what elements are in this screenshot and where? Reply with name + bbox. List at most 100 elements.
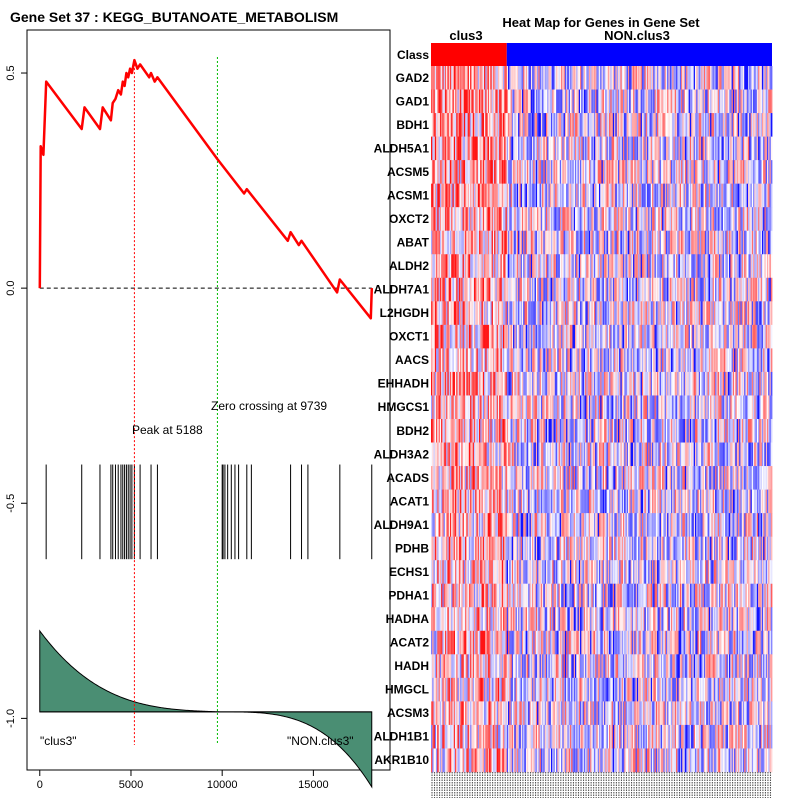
- heatmap-cell: [472, 442, 475, 467]
- heatmap-cell: [630, 348, 633, 373]
- heatmap-cell: [511, 136, 514, 161]
- heatmap-cell: [670, 230, 673, 255]
- heatmap-cell: [665, 254, 668, 279]
- heatmap-cell: [598, 301, 601, 326]
- heatmap-cell: [485, 113, 487, 137]
- heatmap-cell: [528, 207, 530, 232]
- heatmap-cell: [708, 395, 711, 420]
- heatmap-cell: [513, 207, 515, 232]
- heatmap-cell: [684, 89, 687, 114]
- heatmap-cell: [643, 207, 645, 232]
- heatmap-cell: [573, 348, 576, 373]
- heatmap-cell: [480, 254, 482, 279]
- heatmap-cell: [518, 136, 520, 161]
- heatmap-cell: [731, 419, 734, 443]
- heatmap-cell: [745, 89, 748, 114]
- heatmap-cell: [663, 254, 666, 279]
- heatmap-cell: [491, 395, 494, 420]
- heatmap-cell: [587, 419, 590, 443]
- heatmap-cell: [659, 183, 662, 208]
- heatmap-cell: [585, 183, 587, 208]
- heatmap-cell: [433, 160, 436, 185]
- heatmap-cell: [592, 113, 595, 137]
- heatmap-cell: [610, 113, 612, 137]
- heatmap-cell: [659, 89, 662, 114]
- heatmap-cell: [535, 348, 538, 373]
- heatmap-cell: [480, 113, 482, 137]
- heatmap-cell: [742, 230, 745, 255]
- heatmap-cell: [748, 277, 750, 302]
- heatmap-cell: [577, 89, 580, 114]
- heatmap-cell: [590, 160, 592, 185]
- heatmap-cell: [700, 160, 702, 185]
- heatmap-cell: [729, 395, 731, 420]
- heatmap-cell: [598, 466, 601, 490]
- heatmap-cell: [748, 136, 750, 161]
- heatmap-cell: [550, 371, 553, 396]
- heatmap-cell: [746, 466, 749, 490]
- heatmap-cell: [625, 419, 628, 443]
- heatmap-cell: [514, 207, 517, 232]
- heatmap-cell: [573, 371, 576, 396]
- heatmap-cell: [487, 136, 490, 161]
- heatmap-cell: [524, 136, 527, 161]
- heatmap-cell: [583, 348, 586, 373]
- heatmap-cell: [470, 136, 472, 161]
- heatmap-cell: [770, 348, 773, 373]
- heatmap-cell: [650, 371, 653, 396]
- heatmap-cell: [586, 324, 588, 349]
- heatmap-cell: [485, 324, 487, 349]
- heatmap-cell: [591, 113, 594, 137]
- heatmap-cell: [542, 371, 544, 396]
- heatmap-cell: [583, 136, 586, 161]
- heatmap-cell: [495, 489, 498, 514]
- heatmap-cell: [567, 230, 570, 255]
- heatmap-cell: [696, 160, 698, 185]
- heatmap-cell: [759, 89, 762, 114]
- heatmap-cell: [635, 395, 638, 420]
- heatmap-cell: [437, 66, 439, 90]
- heatmap-cell: [545, 160, 548, 185]
- heatmap-cell: [471, 113, 474, 137]
- heatmap-cell: [528, 136, 530, 161]
- heatmap-cell: [500, 113, 503, 137]
- heatmap-cell: [621, 160, 624, 185]
- heatmap-cell: [439, 466, 442, 490]
- heatmap-cell: [665, 466, 668, 490]
- heatmap-cell: [626, 89, 629, 114]
- heatmap-cell: [542, 207, 544, 232]
- heatmap-cell: [480, 136, 482, 161]
- heatmap-cell: [658, 254, 660, 279]
- heatmap-cell: [718, 113, 721, 137]
- heatmap-cell: [707, 207, 710, 232]
- heatmap-cell: [609, 207, 611, 232]
- heatmap-cell: [650, 113, 653, 137]
- heatmap-cell: [711, 160, 714, 185]
- heatmap-cell: [481, 442, 484, 467]
- heatmap-cell: [495, 66, 498, 90]
- heatmap-cell: [659, 371, 662, 396]
- heatmap-cell: [534, 160, 537, 185]
- heatmap-cell: [494, 489, 496, 514]
- heatmap-cell: [475, 489, 477, 514]
- heatmap-cell: [638, 183, 640, 208]
- heatmap-cell: [770, 395, 773, 420]
- heatmap-cell: [485, 277, 487, 302]
- heatmap-cell: [682, 66, 684, 90]
- heatmap-cell: [710, 277, 712, 302]
- heatmap-cell: [721, 442, 724, 467]
- heatmap-cell: [596, 89, 599, 114]
- heatmap-cell: [566, 113, 568, 137]
- heatmap-cell: [468, 66, 471, 90]
- heatmap-cell: [475, 113, 477, 137]
- heatmap-cell: [754, 66, 756, 90]
- heatmap-cell: [681, 395, 683, 420]
- heatmap-cell: [542, 113, 544, 137]
- heatmap-cell: [681, 301, 683, 326]
- heatmap-cell: [702, 395, 705, 420]
- heatmap-cell: [537, 395, 539, 420]
- heatmap-cell: [593, 136, 596, 161]
- heatmap-cell: [607, 419, 610, 443]
- heatmap-cell: [554, 324, 557, 349]
- heatmap-cell: [645, 113, 648, 137]
